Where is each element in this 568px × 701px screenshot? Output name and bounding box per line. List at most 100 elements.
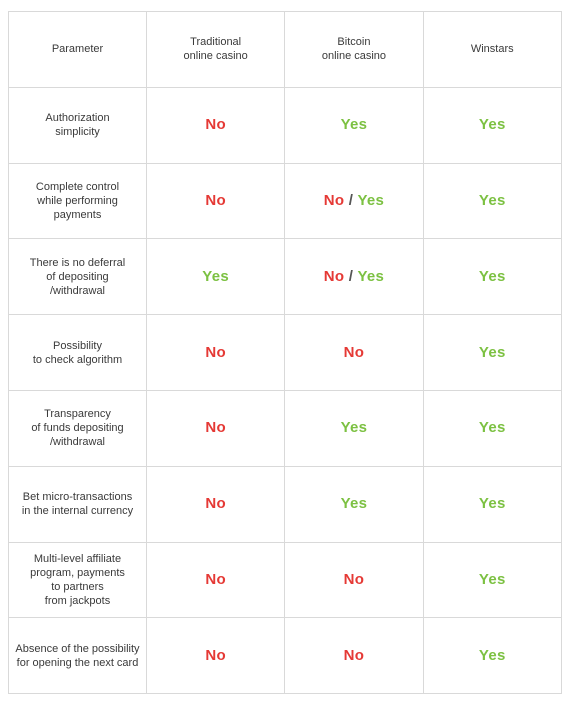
- value-cell: Yes: [422, 238, 562, 316]
- parameter-line: /withdrawal: [49, 436, 106, 449]
- value-yes: Yes: [478, 495, 506, 513]
- parameter-line: Transparency: [44, 408, 111, 421]
- parameter-line: Absence of the possibility: [15, 642, 140, 655]
- value-no: No: [205, 116, 226, 134]
- value-no: No: [205, 343, 226, 361]
- value-cell: No / Yes: [284, 162, 424, 240]
- value-cell: Yes: [284, 389, 424, 467]
- parameter-line: Multi-level affiliate: [33, 552, 122, 565]
- value-cell: Yes: [422, 162, 562, 240]
- value-cell: Yes: [422, 465, 562, 543]
- value-cell: No: [145, 541, 286, 619]
- value-yes: Yes: [340, 419, 368, 437]
- table-row: Transparency of funds depositing/withdraw…: [8, 389, 562, 467]
- value-yes: Yes: [340, 495, 368, 513]
- parameter-line: in the internal currency: [21, 505, 134, 518]
- parameter-line: payments: [53, 208, 102, 221]
- parameter-line: from jackpots: [44, 594, 111, 607]
- value-cell: No: [145, 465, 286, 543]
- value-separator: /: [344, 267, 358, 285]
- value-cell: No: [284, 541, 424, 619]
- parameter-cell: Multi-level affiliate program, payments to…: [8, 541, 147, 619]
- table-row: Complete control while performing payments…: [8, 162, 562, 240]
- header-column: Winstars: [422, 11, 562, 88]
- parameter-line: to partners: [51, 580, 104, 593]
- value-yes: Yes: [357, 267, 385, 285]
- table-row: There is no deferral of depositing/withdr…: [8, 238, 562, 316]
- parameter-cell: Authorization simplicity: [8, 86, 147, 164]
- value-cell: Yes: [284, 465, 424, 543]
- value-no: No: [323, 267, 345, 285]
- header-column: Bitcoin online casino: [284, 11, 424, 88]
- parameter-line: /withdrawal: [49, 284, 106, 297]
- value-no: No: [205, 191, 226, 209]
- header-column-line: online casino: [183, 50, 248, 63]
- value-cell: No: [145, 86, 286, 164]
- value-separator: /: [344, 191, 358, 209]
- parameter-line: Possibility: [53, 339, 102, 352]
- value-yes: Yes: [478, 191, 506, 209]
- table-row: Multi-level affiliate program, payments to…: [8, 541, 562, 619]
- value-yes: Yes: [478, 419, 506, 437]
- value-no: No: [205, 419, 226, 437]
- parameter-line: Complete control: [35, 180, 120, 193]
- parameter-line: Authorization: [45, 112, 110, 125]
- header-column: Traditional online casino: [145, 11, 286, 88]
- value-no: No: [205, 495, 226, 513]
- header-column-line: online casino: [321, 50, 387, 63]
- table-row: Absence of the possibility for opening th…: [8, 617, 562, 695]
- value-cell: Yes: [422, 617, 562, 695]
- value-cell: No: [284, 617, 424, 695]
- value-no: No: [205, 646, 226, 664]
- comparison-table: Parameter Traditional online casino Bitcoi…: [8, 11, 562, 695]
- header-column-line: Bitcoin: [337, 36, 371, 49]
- value-cell: Yes: [422, 86, 562, 164]
- parameter-cell: Absence of the possibility for opening th…: [8, 617, 147, 695]
- value-cell: Yes: [422, 389, 562, 467]
- parameter-line: to check algorithm: [32, 353, 123, 366]
- value-yes: Yes: [202, 267, 230, 285]
- value-no: No: [343, 570, 365, 588]
- value-cell: No / Yes: [284, 238, 424, 316]
- parameter-cell: Possibility to check algorithm: [8, 314, 147, 391]
- value-yes: Yes: [357, 191, 385, 209]
- value-cell: Yes: [422, 541, 562, 619]
- value-no: No: [205, 570, 226, 588]
- value-yes: Yes: [478, 343, 506, 361]
- parameter-line: simplicity: [55, 126, 100, 139]
- parameter-line: There is no deferral: [29, 256, 126, 269]
- table-row: Authorization simplicity No Yes Yes: [8, 86, 562, 164]
- value-cell: Yes: [422, 314, 562, 391]
- parameter-cell: Bet micro-transactions in the internal cu…: [8, 465, 147, 543]
- value-no: No: [343, 343, 365, 361]
- value-no: No: [343, 646, 365, 664]
- parameter-cell: There is no deferral of depositing/withdr…: [8, 238, 147, 316]
- header-column-line: Winstars: [470, 43, 514, 56]
- table-row: Possibility to check algorithm No No Yes: [8, 314, 562, 391]
- value-cell: No: [145, 617, 286, 695]
- value-cell: No: [145, 162, 286, 240]
- value-no: No: [323, 191, 345, 209]
- value-yes: Yes: [340, 116, 368, 134]
- value-cell: No: [145, 389, 286, 467]
- parameter-line: of funds depositing: [31, 422, 124, 435]
- value-cell: Yes: [145, 238, 286, 316]
- header-parameter: Parameter: [8, 11, 147, 88]
- parameter-line: program, payments: [30, 566, 125, 579]
- parameter-cell: Complete control while performing payments: [8, 162, 147, 240]
- value-yes: Yes: [478, 116, 506, 134]
- parameter-line: of depositing: [46, 270, 109, 283]
- parameter-line: Bet micro-transactions: [22, 491, 133, 504]
- parameter-line: for opening the next card: [16, 656, 139, 669]
- table-body: Authorization simplicity No Yes Yes Complete …: [8, 86, 562, 695]
- header-row: Parameter Traditional online casino Bitcoi…: [8, 11, 562, 88]
- parameter-cell: Transparency of funds depositing/withdraw…: [8, 389, 147, 467]
- value-cell: No: [145, 314, 286, 391]
- header-column-line: Traditional: [190, 36, 242, 49]
- value-yes: Yes: [478, 646, 506, 664]
- value-cell: Yes: [284, 86, 424, 164]
- value-yes: Yes: [478, 570, 506, 588]
- table-row: Bet micro-transactions in the internal cu…: [8, 465, 562, 543]
- parameter-line: while performing: [37, 194, 118, 207]
- value-cell: No: [284, 314, 424, 391]
